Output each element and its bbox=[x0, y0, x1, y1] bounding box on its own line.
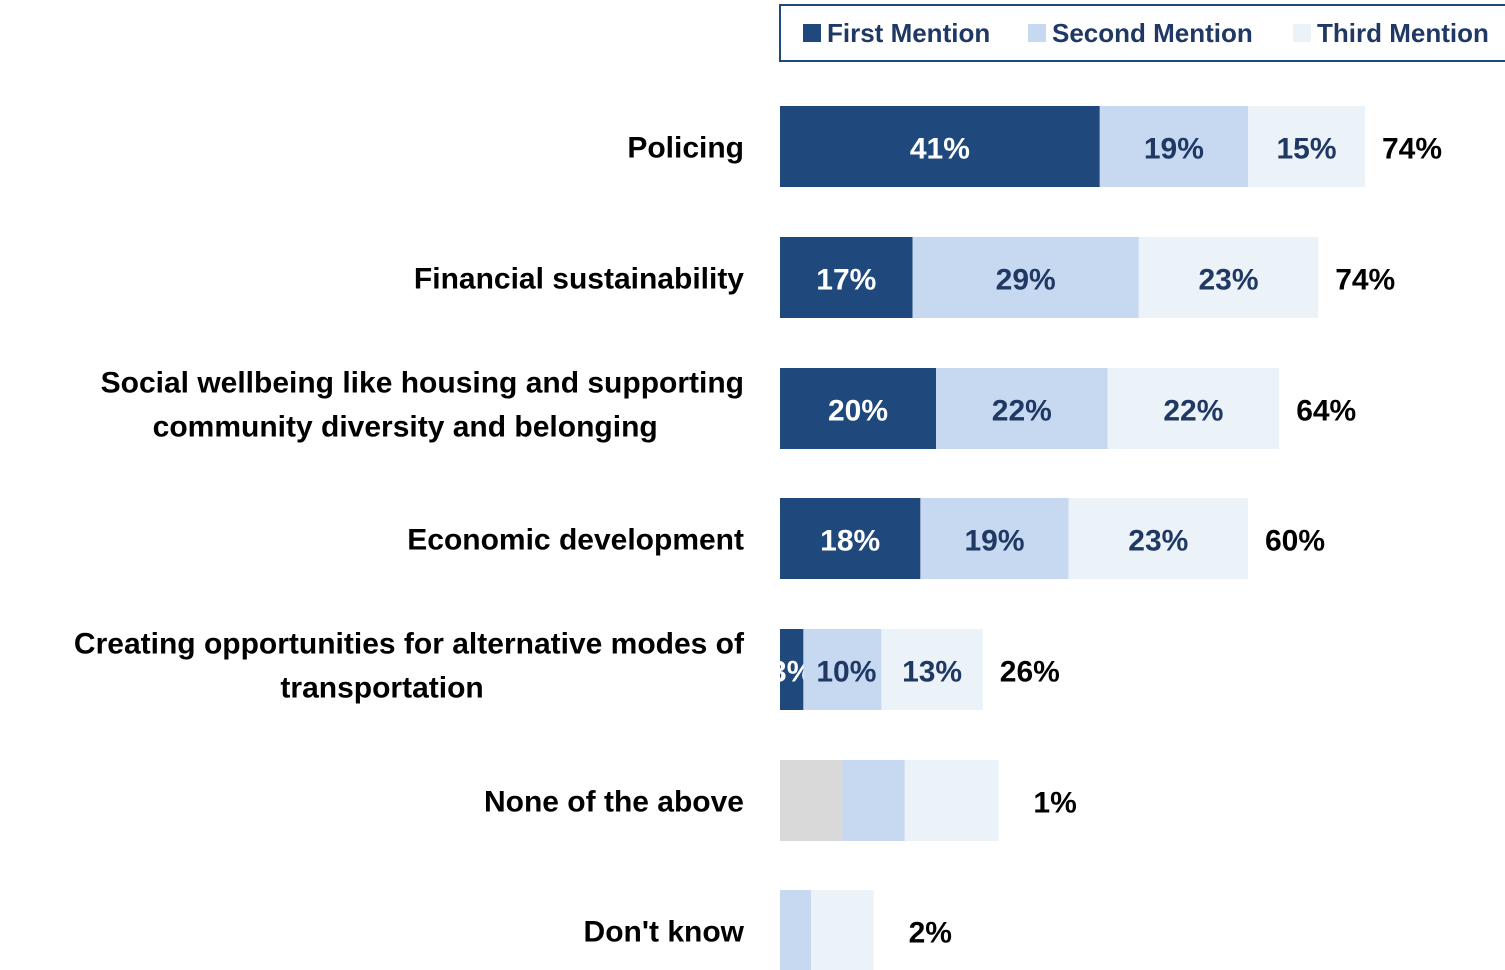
data-label: 29% bbox=[996, 264, 1056, 297]
bar-segment-first-mention bbox=[780, 368, 936, 449]
bar-segment-second-mention bbox=[1099, 106, 1248, 187]
bar-segment-third-mention bbox=[1068, 498, 1248, 579]
bar-segment-first-mention bbox=[780, 498, 921, 579]
bar-segment-other bbox=[780, 760, 843, 841]
total-label: 60% bbox=[1265, 525, 1325, 558]
bar-segment-third-mention bbox=[811, 890, 874, 970]
bar-segment-second-mention bbox=[912, 237, 1139, 318]
bar-segment-third-mention bbox=[881, 629, 983, 710]
bar-segment-first-mention bbox=[780, 106, 1100, 187]
category-label: None of the above bbox=[484, 786, 744, 819]
data-label: 23% bbox=[1198, 264, 1258, 297]
bar-segment-second-mention bbox=[936, 368, 1108, 449]
bar-segment-first-mention bbox=[780, 237, 913, 318]
data-label: 23% bbox=[1128, 525, 1188, 558]
bar-segment-third-mention bbox=[904, 760, 999, 841]
data-label: 18% bbox=[820, 525, 880, 558]
data-label: 22% bbox=[992, 395, 1052, 428]
data-label: 41% bbox=[910, 133, 970, 166]
category-label: Don't know bbox=[584, 916, 745, 949]
legend: First Mention Second Mention Third Mention bbox=[779, 4, 1505, 62]
bar-segment-first-mention bbox=[780, 629, 804, 710]
bar-segment-third-mention bbox=[1107, 368, 1280, 449]
legend-swatch bbox=[1293, 24, 1311, 42]
total-label: 74% bbox=[1382, 133, 1442, 166]
legend-label: First Mention bbox=[827, 18, 990, 48]
data-label: 10% bbox=[816, 656, 876, 689]
bar-segment-second-mention bbox=[920, 498, 1069, 579]
data-label: 19% bbox=[964, 525, 1024, 558]
category-label: Creating opportunities for alternative m… bbox=[74, 628, 745, 661]
data-label: 20% bbox=[828, 395, 888, 428]
category-label: Policing bbox=[627, 132, 744, 165]
legend-label: Third Mention bbox=[1317, 18, 1489, 48]
category-label: Financial sustainability bbox=[414, 263, 744, 296]
category-label: Economic development bbox=[407, 524, 744, 557]
total-label: 1% bbox=[1033, 787, 1076, 820]
legend-swatch bbox=[803, 24, 821, 42]
bar-segment-third-mention bbox=[1138, 237, 1319, 318]
bar-segment-second-mention bbox=[842, 760, 905, 841]
legend-box bbox=[779, 4, 1505, 62]
total-label: 26% bbox=[1000, 656, 1060, 689]
bar-segment-third-mention bbox=[1248, 106, 1365, 187]
data-label: 13% bbox=[902, 656, 962, 689]
data-label: 22% bbox=[1163, 395, 1223, 428]
plot-area: Policing 41% 19% 15% 74% Financial sustainabi… bbox=[74, 106, 1442, 970]
data-label: 19% bbox=[1144, 133, 1204, 166]
legend-swatch bbox=[1028, 24, 1046, 42]
total-label: 2% bbox=[909, 917, 952, 950]
category-label: transportation bbox=[280, 672, 483, 705]
total-label: 74% bbox=[1335, 264, 1395, 297]
data-label: 15% bbox=[1276, 133, 1336, 166]
legend-label: Second Mention bbox=[1052, 18, 1253, 48]
bar-segment-second-mention bbox=[803, 629, 882, 710]
bar-segment-second-mention bbox=[780, 890, 812, 970]
data-label: 17% bbox=[816, 264, 876, 297]
category-label: community diversity and belonging bbox=[153, 411, 658, 444]
category-label: Social wellbeing like housing and suppor… bbox=[101, 367, 744, 400]
total-label: 64% bbox=[1296, 395, 1356, 428]
